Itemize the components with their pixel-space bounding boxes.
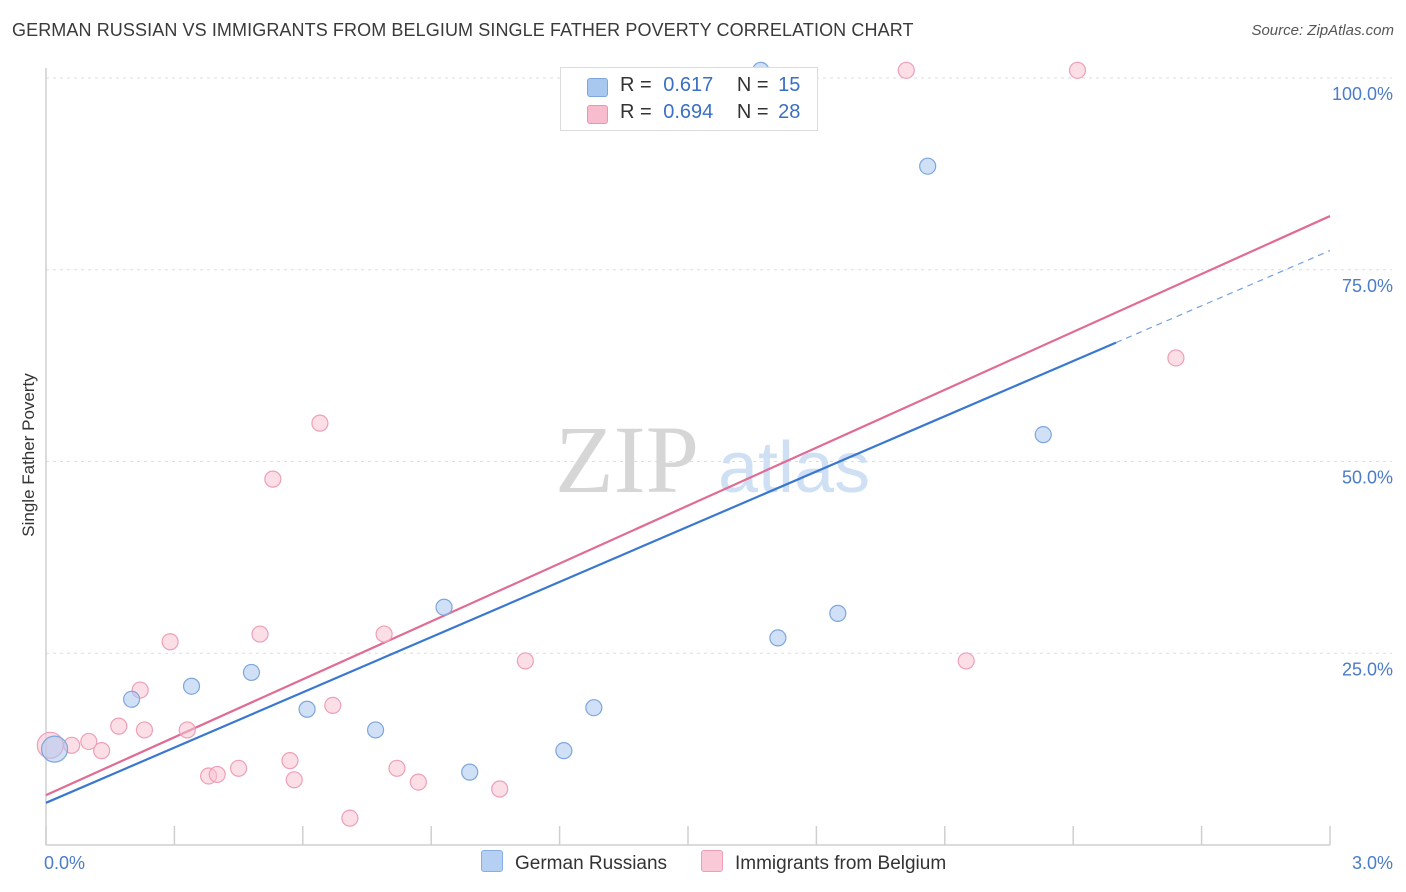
source-credit: Source: ZipAtlas.com	[1251, 22, 1394, 39]
legend-n-value: 15	[778, 74, 801, 96]
bottom-legend-label: Immigrants from Belgium	[735, 853, 947, 874]
trend-line-immigrants-belgium	[45, 215, 1331, 797]
watermark-zip: ZIP	[555, 406, 699, 513]
data-point-immigrants-belgium	[897, 61, 915, 79]
data-point-immigrants-belgium	[178, 721, 196, 739]
tick-labels: 25.0% 50.0% 75.0% 100.0% 0.0% 3.0%	[44, 84, 1393, 873]
data-point-german-russians	[585, 699, 603, 717]
bottom-legend-immigrants-belgium: Immigrants from Belgium	[701, 850, 946, 875]
data-point-immigrants-belgium	[341, 809, 359, 827]
correlation-legend: R = 0.617 N = 15 R = 0.694 N = 28	[560, 67, 818, 131]
x-tick-label: 3.0%	[1352, 853, 1393, 873]
data-point-german-russians	[829, 604, 847, 622]
trend-extension-german-russians	[1115, 250, 1331, 344]
bottom-legend-label: German Russians	[515, 853, 668, 874]
data-point-immigrants-belgium	[388, 759, 406, 777]
x-tick-label: 0.0%	[44, 853, 85, 873]
legend-swatch-german-russians	[587, 78, 608, 97]
data-points	[36, 61, 1185, 827]
data-point-german-russians	[182, 677, 201, 695]
data-point-immigrants-belgium	[264, 470, 282, 488]
data-point-german-russians	[123, 690, 141, 708]
y-tick-label: 50.0%	[1342, 468, 1393, 488]
legend-r-label: R =	[620, 74, 652, 96]
watermark-atlas: atlas	[718, 428, 870, 508]
watermark: ZIP atlas	[555, 406, 870, 513]
data-point-immigrants-belgium	[491, 780, 509, 798]
bottom-legend-swatch-german-russians	[481, 850, 503, 872]
data-point-german-russians	[366, 721, 385, 739]
y-tick-label: 75.0%	[1342, 276, 1393, 296]
data-point-immigrants-belgium	[251, 625, 269, 643]
data-point-immigrants-belgium	[957, 652, 975, 670]
y-tick-label: 100.0%	[1332, 84, 1393, 104]
data-point-german-russians	[1034, 426, 1052, 444]
data-point-immigrants-belgium	[324, 696, 342, 715]
data-point-immigrants-belgium	[516, 652, 534, 670]
legend-n-label: N =	[736, 101, 769, 123]
data-point-immigrants-belgium	[1068, 61, 1087, 79]
data-point-immigrants-belgium	[409, 773, 427, 791]
chart-title: GERMAN RUSSIAN VS IMMIGRANTS FROM BELGIU…	[12, 20, 914, 40]
legend-r-value: 0.694	[663, 101, 714, 123]
data-point-german-russians	[461, 763, 479, 781]
data-point-immigrants-belgium	[285, 771, 303, 789]
data-point-german-russians	[242, 663, 261, 682]
trend-lines	[45, 215, 1331, 804]
data-point-immigrants-belgium	[110, 717, 128, 735]
data-point-immigrants-belgium	[208, 765, 226, 784]
data-point-german-russians	[40, 735, 69, 763]
data-point-german-russians	[919, 157, 937, 175]
data-point-immigrants-belgium	[311, 414, 329, 432]
y-axis-title: Single Father Poverty	[19, 373, 38, 537]
bottom-legend-swatch-immigrants-belgium	[701, 850, 723, 872]
axes	[45, 68, 1331, 846]
grid-lines	[46, 77, 1392, 654]
data-point-immigrants-belgium	[281, 752, 299, 770]
data-point-german-russians	[435, 598, 453, 616]
data-point-immigrants-belgium	[93, 742, 111, 760]
data-point-german-russians	[555, 742, 573, 760]
legend-n-value: 28	[778, 101, 801, 123]
data-point-german-russians	[298, 700, 316, 718]
data-point-immigrants-belgium	[230, 759, 248, 777]
legend-n-label: N =	[736, 74, 769, 96]
data-point-immigrants-belgium	[135, 721, 154, 739]
trend-line-german-russians	[45, 341, 1117, 804]
legend-r-value: 0.617	[663, 74, 714, 96]
data-point-immigrants-belgium	[375, 625, 393, 643]
bottom-legend-german-russians: German Russians	[481, 850, 667, 875]
legend-r-label: R =	[620, 101, 652, 123]
data-point-immigrants-belgium	[80, 732, 98, 751]
data-point-immigrants-belgium	[1167, 349, 1185, 367]
data-point-immigrants-belgium	[161, 633, 179, 651]
data-point-german-russians	[769, 629, 787, 647]
legend-swatch-immigrants-belgium	[587, 105, 608, 124]
y-tick-label: 25.0%	[1342, 659, 1393, 679]
